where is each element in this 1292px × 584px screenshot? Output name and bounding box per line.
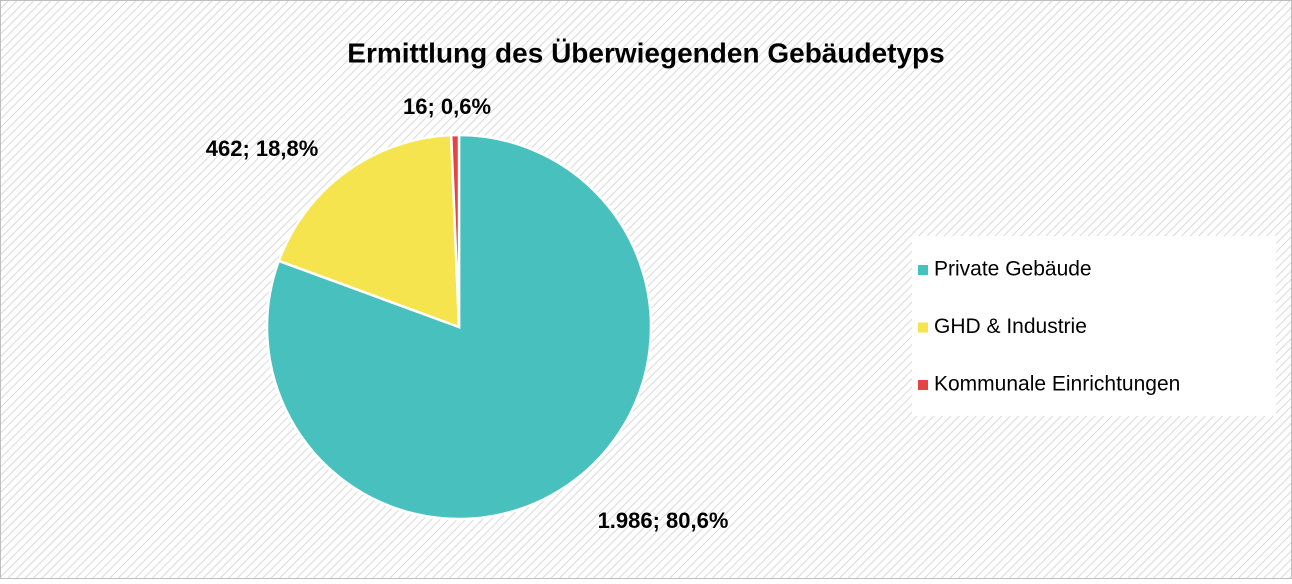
legend-swatch <box>918 322 928 333</box>
pie-slice <box>449 133 461 328</box>
legend-swatch <box>918 380 928 390</box>
data-label: 462; 18,8% <box>206 136 319 161</box>
legend-label: Kommunale Einrichtungen <box>934 373 1180 396</box>
legend-swatch <box>918 265 928 275</box>
pie-slice <box>265 133 653 521</box>
legend-label: GHD & Industrie <box>934 315 1087 338</box>
legend-box <box>912 236 1276 416</box>
data-label: 1.986; 80,6% <box>598 508 729 533</box>
legend-label: Private Gebäude <box>934 258 1092 281</box>
chart-title: Ermittlung des Überwiegenden Gebäudetyps <box>347 37 944 68</box>
data-label: 16; 0,6% <box>403 94 491 119</box>
pie-slice <box>277 133 461 329</box>
